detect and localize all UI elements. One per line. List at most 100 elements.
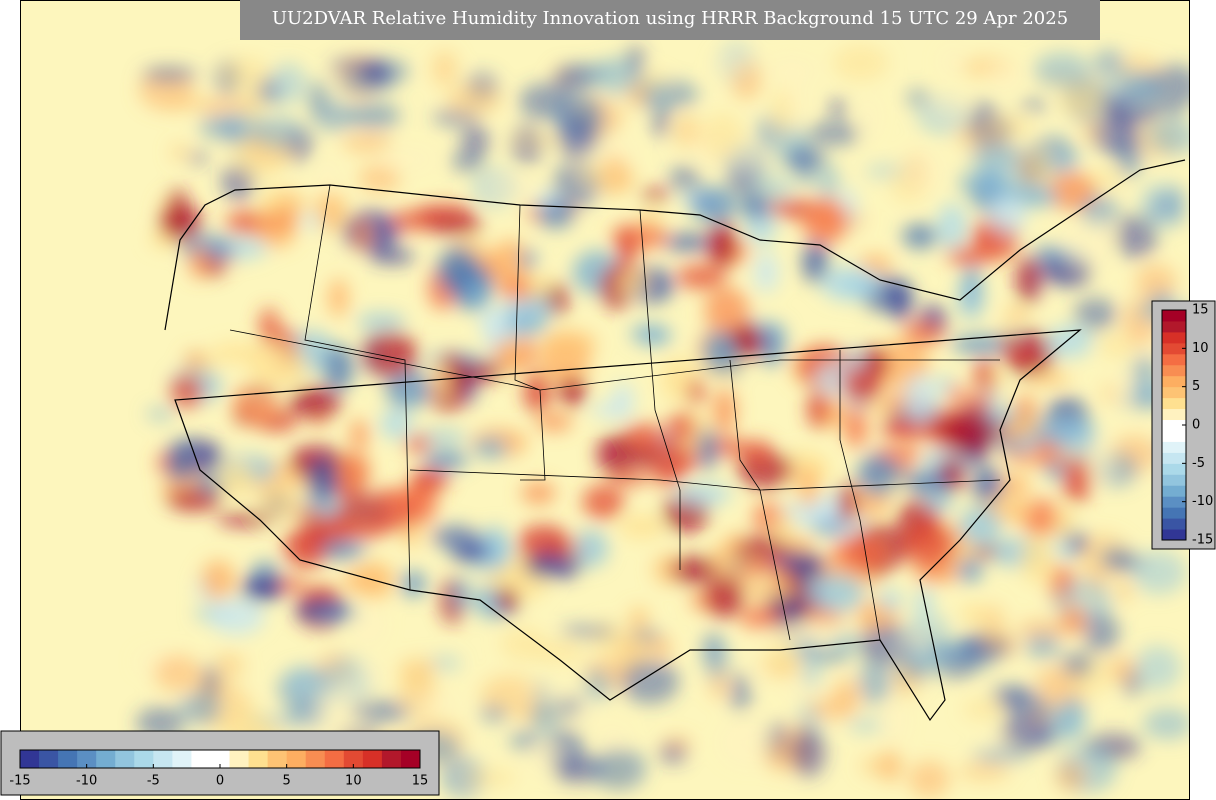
field-blob [154, 654, 202, 692]
field-blob [1092, 115, 1140, 155]
colorbar-segment [1162, 386, 1186, 399]
field-blob [903, 320, 945, 346]
field-blob [347, 102, 401, 130]
field-blob [614, 273, 651, 293]
field-blob [833, 44, 889, 82]
colorbar-segment [248, 750, 269, 768]
colorbar-tick-label: 0 [1192, 418, 1200, 433]
field-blob [496, 588, 519, 613]
colorbar-tick-label: 10 [345, 774, 362, 789]
field-blob [1067, 534, 1088, 552]
field-blob [486, 524, 506, 572]
colorbar-tick-label: -5 [1192, 456, 1205, 471]
state-borders [229, 184, 1001, 641]
colorbar-tick-label: 0 [216, 774, 224, 789]
field-blob [926, 642, 976, 659]
field-blob [214, 652, 245, 680]
field-blob [903, 374, 937, 421]
field-blob [739, 606, 785, 630]
field-blob [1034, 143, 1053, 183]
field-blob [539, 329, 597, 359]
field-blob [1016, 619, 1071, 639]
field-blob [1033, 52, 1091, 88]
field-blob [858, 659, 893, 706]
field-blob [535, 412, 573, 432]
field-blob [350, 603, 386, 646]
field-blob [232, 384, 279, 425]
field-blob [1000, 474, 1030, 496]
field-blob [641, 188, 669, 202]
field-blob [616, 228, 636, 273]
field-blob [935, 375, 954, 393]
field-blob [741, 562, 784, 575]
field-blob [667, 412, 696, 439]
field-blob [351, 699, 411, 723]
field-blob [838, 482, 856, 525]
field-blob [659, 743, 687, 764]
field-blob [808, 648, 851, 664]
field-blob [293, 507, 323, 521]
field-blob [712, 388, 737, 435]
field-blob [856, 454, 900, 496]
field-blob [1079, 194, 1119, 227]
field-blob [328, 278, 349, 318]
field-blob [462, 769, 517, 787]
field-blob [972, 467, 1004, 505]
field-blob [1055, 761, 1086, 792]
field-blob [259, 307, 280, 348]
field-blob [730, 672, 751, 713]
field-blob [687, 378, 705, 406]
colorbar-segment [77, 750, 97, 768]
field-blob [1020, 434, 1038, 449]
field-blob [957, 274, 985, 320]
field-blob [929, 94, 974, 119]
field-blob [1067, 98, 1092, 113]
field-blob [385, 368, 431, 409]
field-blob [632, 629, 661, 642]
field-blob [410, 467, 450, 492]
field-blob [878, 589, 903, 612]
field-blob [949, 383, 966, 407]
field-blob [902, 223, 939, 249]
field-blob [609, 470, 651, 485]
field-blob [923, 418, 982, 437]
field-blob [168, 188, 189, 233]
field-blob [262, 190, 281, 216]
field-blob [1060, 604, 1087, 635]
field-blob [844, 406, 868, 448]
field-blob [189, 245, 211, 279]
field-blob [1099, 546, 1135, 569]
field-blob [737, 535, 791, 561]
field-blob [974, 358, 995, 393]
field-blob [217, 460, 255, 498]
field-blob [807, 387, 829, 429]
field-blob [167, 441, 192, 483]
field-blob [1020, 535, 1053, 583]
field-blob [673, 113, 700, 149]
colorbar-segment [210, 750, 231, 768]
field-blob [578, 163, 618, 186]
field-blob [523, 687, 583, 705]
field-blob [820, 265, 881, 302]
field-blob [523, 372, 552, 413]
field-blob [423, 449, 469, 471]
field-blob [1114, 577, 1134, 603]
field-blob [502, 299, 552, 317]
field-blob [946, 246, 991, 265]
field-blob [830, 534, 888, 574]
colorbar-tick-label: 15 [412, 774, 429, 789]
field-blob [1063, 249, 1109, 270]
field-blob [1046, 324, 1093, 359]
field-blob [841, 366, 883, 403]
field-blob [468, 277, 487, 312]
colorbar-segment [305, 750, 326, 768]
field-blob [1131, 550, 1187, 595]
field-blob [669, 165, 702, 193]
field-blob [771, 88, 793, 137]
field-blob [674, 482, 732, 507]
colorbar-segment [286, 750, 307, 768]
colorbar-segment [191, 750, 211, 768]
field-blob [485, 173, 540, 201]
field-blob [807, 121, 861, 146]
field-blob [816, 163, 840, 202]
